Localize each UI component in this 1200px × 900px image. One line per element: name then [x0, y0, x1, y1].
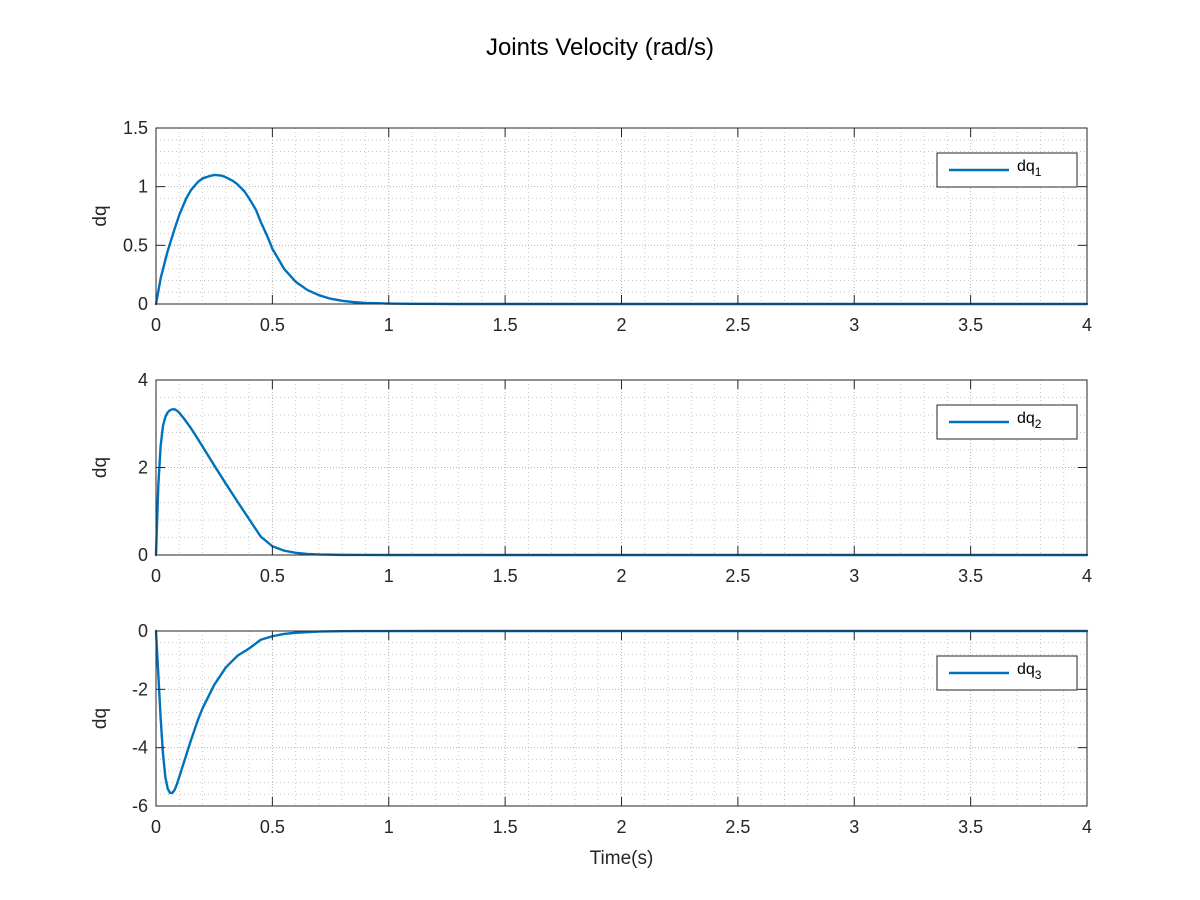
y-axis-label: dq: [90, 708, 111, 729]
x-tick-label: 3.5: [958, 566, 983, 586]
figure-title: Joints Velocity (rad/s): [486, 34, 714, 61]
y-axis-label: dq: [90, 205, 111, 226]
x-tick-label: 3.5: [958, 315, 983, 335]
x-tick-label: 1.5: [493, 315, 518, 335]
x-tick-label: 0: [151, 315, 161, 335]
y-tick-label: 0: [138, 621, 148, 641]
legend-label: dq3: [1017, 661, 1042, 682]
legend: dq1: [936, 152, 1078, 188]
x-tick-label: 3: [849, 817, 859, 837]
x-tick-label: 0: [151, 817, 161, 837]
y-axis-label: dq: [90, 457, 111, 478]
x-tick-label: 0.5: [260, 817, 285, 837]
x-tick-label: 4: [1082, 817, 1092, 837]
x-tick-label: 1.5: [493, 817, 518, 837]
x-tick-label: 2.5: [725, 566, 750, 586]
y-tick-label: 2: [138, 458, 148, 478]
y-tick-label: -2: [132, 679, 148, 699]
y-tick-label: 1: [138, 177, 148, 197]
subplot-1: 0 0.5 1 1.5 2 2.5 3 3.5 4 0 0.5 1 1.5 dq dq1: [90, 118, 1092, 335]
x-tick-label: 0: [151, 566, 161, 586]
x-tick-label: 3: [849, 315, 859, 335]
x-tick-label: 2: [616, 817, 626, 837]
x-tick-label: 0.5: [260, 566, 285, 586]
x-tick-label: 4: [1082, 315, 1092, 335]
x-axis-label: Time(s): [590, 848, 654, 869]
y-tick-label: 4: [138, 370, 148, 390]
x-tick-label: 2: [616, 315, 626, 335]
y-tick-label: 1.5: [123, 118, 148, 138]
legend-label: dq1: [1017, 158, 1042, 179]
subplot-2: 0 0.5 1 1.5 2 2.5 3 3.5 4 0 2 4 dq dq2: [90, 370, 1092, 586]
x-tick-label: 2.5: [725, 315, 750, 335]
legend: dq3: [936, 655, 1078, 691]
x-tick-label: 1: [384, 566, 394, 586]
subplot-3: 0 0.5 1 1.5 2 2.5 3 3.5 4 -6 -4 -2 0 dq Time(s) dq3: [90, 621, 1092, 869]
y-tick-label: 0: [138, 545, 148, 565]
x-tick-label: 2: [616, 566, 626, 586]
x-tick-label: 2.5: [725, 817, 750, 837]
x-tick-label: 1.5: [493, 566, 518, 586]
x-tick-label: 1: [384, 817, 394, 837]
x-tick-label: 3.5: [958, 817, 983, 837]
y-tick-label: -6: [132, 796, 148, 816]
legend-label: dq2: [1017, 410, 1042, 431]
legend: dq2: [936, 404, 1078, 440]
y-tick-label: 0: [138, 294, 148, 314]
y-tick-label: 0.5: [123, 235, 148, 255]
x-tick-label: 1: [384, 315, 394, 335]
y-tick-label: -4: [132, 738, 148, 758]
x-tick-label: 4: [1082, 566, 1092, 586]
x-tick-label: 3: [849, 566, 859, 586]
x-tick-label: 0.5: [260, 315, 285, 335]
